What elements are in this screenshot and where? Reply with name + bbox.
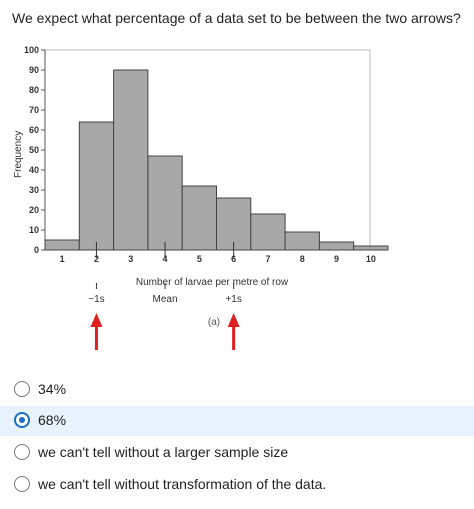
y-tick-label: 10: [29, 225, 39, 235]
option-label: 34%: [38, 381, 67, 397]
option-68-percent[interactable]: 68%: [0, 406, 474, 436]
radio-button[interactable]: [14, 444, 30, 460]
question-text: We expect what percentage of a data set …: [12, 10, 461, 26]
histogram-bar: [250, 213, 286, 251]
histogram-bar: [78, 121, 115, 251]
arrow-head: [90, 313, 103, 327]
marker-label: Mean: [153, 294, 178, 305]
y-tick-label: 70: [29, 105, 39, 115]
histogram-bar: [284, 231, 320, 251]
histogram-bar: [147, 155, 183, 251]
option-34-percent[interactable]: 34%: [0, 375, 474, 405]
x-tick-label: 3: [128, 254, 133, 264]
y-axis-label: Frequency: [13, 131, 24, 178]
option-label: we can't tell without a larger sample si…: [38, 444, 289, 460]
y-tick-label: 60: [29, 125, 39, 135]
histogram-bar: [44, 239, 80, 251]
histogram-bar: [353, 245, 389, 251]
arrow-head: [227, 313, 240, 327]
marker-label: +1s: [225, 294, 241, 305]
histogram-bar: [181, 185, 217, 251]
red-arrows: [90, 313, 240, 350]
x-tick-label: 6: [231, 254, 236, 264]
histogram-bar: [113, 69, 149, 251]
x-axis-label: Number of larvae per metre of row: [136, 277, 289, 288]
radio-button[interactable]: [14, 381, 30, 397]
option-transformation[interactable]: we can't tell without transformation of …: [0, 470, 474, 500]
x-tick-label: 9: [334, 254, 339, 264]
marker-label: −1s: [88, 294, 104, 305]
histogram-bar: [216, 197, 252, 251]
y-tick-label: 30: [29, 185, 39, 195]
x-ticks: 1 2 3 4 5 6 7 8 9 10: [60, 254, 376, 264]
x-tick-label: 2: [94, 254, 99, 264]
option-larger-sample[interactable]: we can't tell without a larger sample si…: [0, 438, 474, 468]
histogram-bars: [44, 69, 389, 251]
sd-markers: −1s Mean +1s: [88, 242, 242, 305]
x-tick-label: 5: [197, 254, 202, 264]
y-tick-label: 80: [29, 85, 39, 95]
option-label: 68%: [38, 412, 67, 428]
x-tick-label: 10: [366, 254, 376, 264]
x-tick-label: 7: [265, 254, 270, 264]
y-tick-label: 20: [29, 205, 39, 215]
option-label: we can't tell without transformation of …: [38, 476, 327, 492]
radio-button[interactable]: [14, 476, 30, 492]
y-tick-label: 90: [29, 65, 39, 75]
histogram-bar: [318, 241, 355, 251]
y-tick-label: 0: [34, 245, 39, 255]
y-tick-label: 40: [29, 165, 39, 175]
radio-button[interactable]: [14, 412, 30, 428]
histogram-figure: 100 90 80 70 60 50 40 30 20 10 0 1 2 3 4 5 6 7 8 9 10 −1s Me…: [0, 36, 474, 366]
x-tick-label: 8: [300, 254, 305, 264]
y-tick-label: 50: [29, 145, 39, 155]
panel-label: (a): [208, 317, 220, 328]
x-tick-label: 4: [163, 254, 168, 264]
x-tick-label: 1: [60, 254, 65, 264]
y-tick-label: 100: [24, 45, 39, 55]
